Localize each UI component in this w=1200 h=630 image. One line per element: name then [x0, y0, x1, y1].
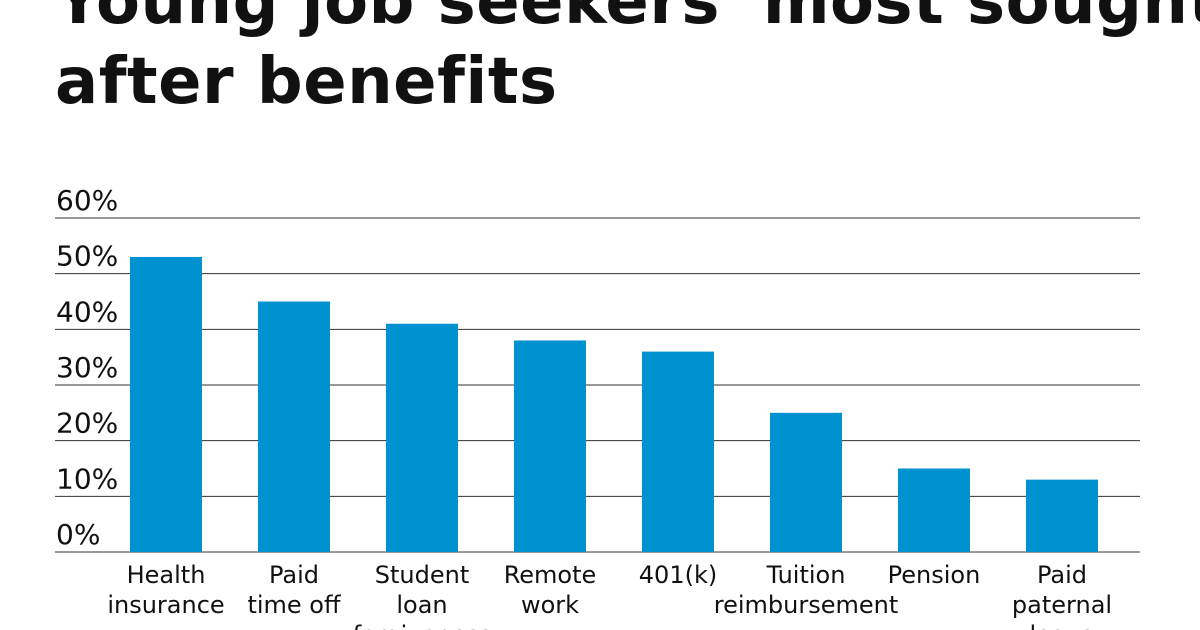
x-category-label-line: leave: [1029, 621, 1094, 630]
x-category-label-line: Pension: [888, 561, 981, 589]
x-category-label: Health insurance: [107, 561, 224, 619]
y-axis-tick-labels: 0% 10% 20% 30% 40% 50% 60%: [56, 184, 118, 551]
bar: [642, 351, 714, 552]
x-category-label: Paid time off: [247, 561, 341, 619]
x-category-label-line: Tuition: [766, 561, 846, 589]
x-category-label-line: 401(k): [639, 561, 717, 589]
y-tick-label: 20%: [56, 407, 118, 440]
x-category-label: Tuition reimbursement: [714, 561, 899, 619]
x-category-label-line: Remote: [504, 561, 597, 589]
y-tick-label: 50%: [56, 240, 118, 273]
bar: [514, 340, 586, 552]
chart-title: Young job seekers' most sought- after be…: [55, 0, 1200, 122]
chart-title-line-1: Young job seekers' most sought-: [55, 0, 1200, 39]
x-category-label-line: loan: [396, 591, 447, 619]
bar: [386, 323, 458, 552]
y-tick-label: 10%: [56, 462, 118, 495]
bar: [258, 301, 330, 552]
bar: [770, 412, 842, 552]
x-category-label-line: time off: [247, 591, 341, 619]
bar: [130, 256, 202, 552]
x-category-label-line: Paid: [1037, 561, 1087, 589]
chart-title-line-2: after benefits: [55, 45, 558, 119]
y-tick-label: 60%: [56, 184, 118, 217]
bar: [1026, 479, 1098, 552]
x-category-label-line: insurance: [107, 591, 224, 619]
x-category-label: Pension: [888, 561, 981, 589]
x-category-label: Remote work: [504, 561, 597, 619]
x-category-label: 401(k): [639, 561, 717, 589]
bars: [130, 256, 1098, 552]
x-category-label-line: work: [521, 591, 579, 619]
y-tick-label: 0%: [56, 518, 100, 551]
gridlines: [55, 217, 1140, 553]
y-tick-label: 40%: [56, 295, 118, 328]
x-category-label-line: Student: [375, 561, 469, 589]
x-category-label-line: paternal: [1012, 591, 1112, 619]
bar: [898, 468, 970, 552]
x-category-label-line: Health: [127, 561, 206, 589]
x-category-label-line: reimbursement: [714, 591, 899, 619]
x-category-label-line: forgiveness: [353, 621, 491, 630]
x-category-label-line: Paid: [269, 561, 319, 589]
y-tick-label: 30%: [56, 351, 118, 384]
